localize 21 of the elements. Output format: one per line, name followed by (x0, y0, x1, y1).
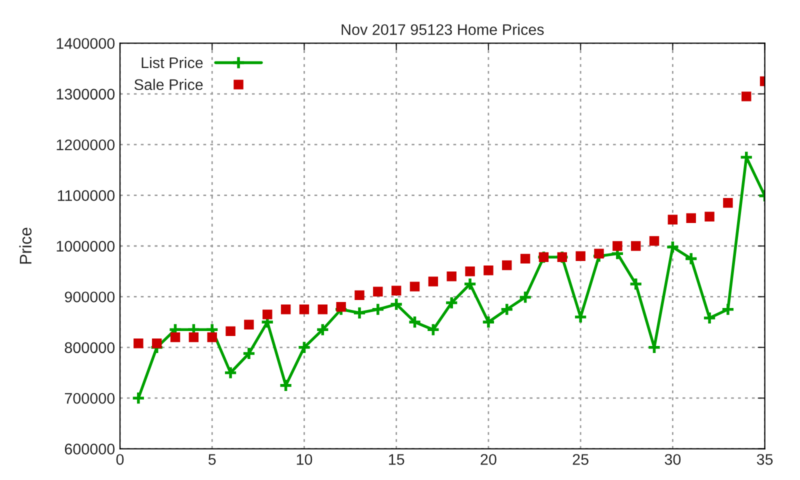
y-tick-label: 800000 (64, 342, 115, 354)
x-tick-label: 5 (208, 454, 216, 465)
legend-label: Sale Price (134, 78, 203, 90)
chart-title: Nov 2017 95123 Home Prices (342, 24, 544, 36)
y-tick-label: 700000 (64, 392, 115, 404)
y-tick-label: 1400000 (56, 38, 115, 49)
x-tick-label: 25 (572, 454, 588, 465)
x-tick-label: 20 (480, 454, 496, 465)
legend-label: List Price (142, 56, 203, 68)
x-tick-label: 30 (664, 454, 681, 465)
y-tick-label: 1300000 (56, 88, 115, 100)
x-tick-label: 35 (756, 454, 773, 465)
x-tick-label: 15 (389, 454, 404, 465)
y-tick-label: 1100000 (58, 190, 115, 201)
y-axis-title: Price (19, 228, 32, 264)
x-tick-label: 0 (116, 454, 124, 465)
y-tick-label: 1000000 (56, 240, 115, 252)
x-tick-label: 10 (296, 454, 312, 465)
y-tick-label: 600000 (64, 444, 115, 454)
y-tick-label: 1200000 (56, 139, 115, 150)
y-tick-label: 900000 (64, 292, 115, 302)
